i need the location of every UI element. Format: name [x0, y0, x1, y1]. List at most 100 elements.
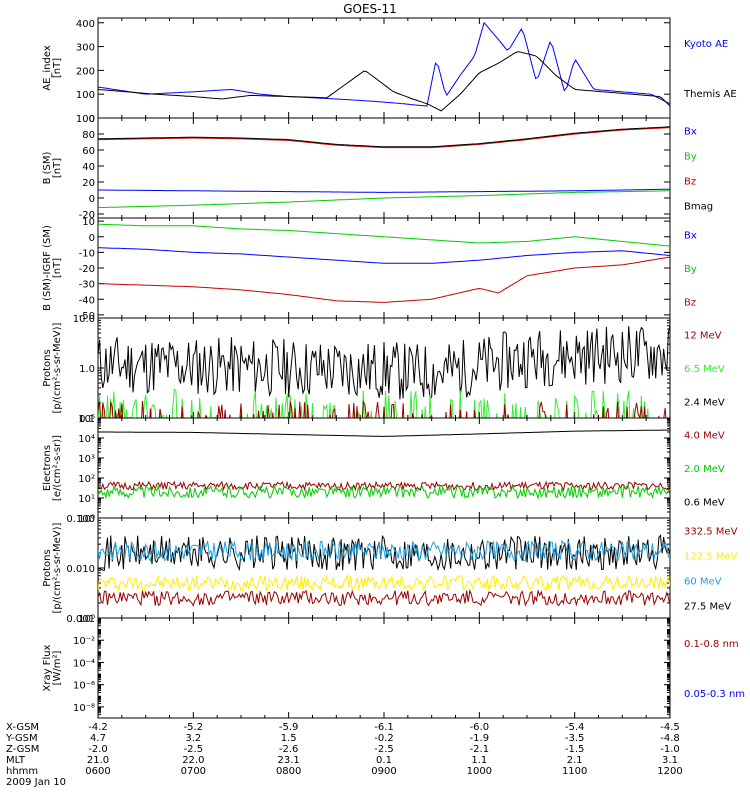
panel-protons_low: 0.1 1.0 10.0 Protons [p/(cm²-s-sr-MeV)] 12 Me… [42, 314, 725, 425]
y-tick-label: -30 [79, 280, 95, 291]
ephemeris-value: -5.9 [279, 722, 299, 733]
ephemeris-value: -3.5 [565, 733, 585, 744]
legend-label: 6.5 MeV [684, 364, 725, 375]
ephemeris-row-label: MLT [6, 755, 26, 766]
legend-label: 2.4 MeV [684, 397, 725, 408]
y-tick-label: 400 [76, 19, 95, 30]
panel-bsm: -20 0 20 40 60 80 100 B (SM) [nT] Bx By Bz Bmag [42, 114, 713, 221]
y-tick-label: 10⁻⁸ [73, 703, 95, 714]
y-tick-label: 10¹ [78, 494, 95, 505]
ephemeris-value: -2.1 [470, 744, 490, 755]
y-tick-label: 10⁰ [78, 514, 95, 525]
y-tick-label: 0.100 [66, 514, 95, 525]
y-tick-label: 0.1 [79, 414, 95, 425]
y-axis-label: [p/(cm²-s-sr-MeV)] [52, 322, 63, 413]
y-tick-label: 10⁻⁴ [73, 658, 95, 669]
series-by [98, 223, 670, 247]
y-tick-label: 100 [76, 114, 95, 125]
y-tick-label: 300 [76, 43, 95, 54]
legend-label: 27.5 MeV [684, 602, 731, 613]
y-tick-label: 1.0 [79, 364, 95, 375]
legend-label: 2.0 MeV [684, 464, 725, 475]
figure-title: GOES-11 [343, 2, 397, 16]
y-tick-label: -20 [79, 210, 95, 221]
series-group [98, 126, 670, 209]
ephemeris-value: -1.0 [660, 744, 680, 755]
legend-label: 4.0 MeV [684, 431, 725, 442]
legend-label: 0.05-0.3 nm [684, 689, 745, 700]
series-bz [98, 256, 670, 303]
series-60-mev [98, 539, 670, 563]
ephemeris-value: 22.0 [182, 755, 204, 766]
ephemeris-value: 1200 [657, 766, 682, 777]
ephemeris-value: 21.0 [87, 755, 109, 766]
ephemeris-value: -2.6 [279, 744, 299, 755]
panel-frame [97, 617, 671, 719]
panel-xray: 10⁻⁸ 10⁻⁶ 10⁻⁴ 10⁻² 10⁰ Xray Flux [W/m²] 0.1-0.… [42, 614, 745, 719]
ephemeris-value: -0.2 [374, 733, 394, 744]
legend-label: Kyoto AE [684, 39, 728, 50]
series-0-6-mev [98, 429, 670, 437]
y-axis-label: Protons [42, 349, 53, 386]
y-axis-label: B (SM)-IGRF (SM) [42, 225, 53, 311]
ephemeris-value: 23.1 [278, 755, 300, 766]
series-332-5-mev [98, 588, 670, 607]
y-axis-label: AE_index [42, 45, 53, 91]
y-tick-label: 10 [82, 217, 95, 228]
y-tick-label: 10⁻⁶ [73, 681, 95, 692]
y-axis-label: [e/(cm²-s-sr)] [52, 435, 63, 501]
legend-label: Bz [684, 177, 696, 188]
legend-label: Themis AE [683, 89, 737, 100]
ephemeris-row-label: hhmm [6, 766, 38, 777]
y-tick-label: 10² [78, 474, 95, 485]
ephemeris-value: -5.2 [184, 722, 204, 733]
series-bmag [98, 126, 670, 148]
y-tick-label: 100 [76, 90, 95, 101]
series-group [98, 534, 670, 607]
ephemeris-value: 3.2 [185, 733, 201, 744]
series-2-4-mev [98, 325, 670, 400]
ephemeris-value: 3.1 [662, 755, 678, 766]
y-axis-label: Protons [42, 549, 53, 586]
y-axis-label: Electrons [42, 445, 53, 491]
y-axis-label: [nT] [52, 158, 63, 178]
ephemeris-value: 2.1 [567, 755, 583, 766]
series-themis-ae [98, 51, 670, 112]
panel-protons_high: 0.001 0.010 0.100 Protons [p/(cm²-s-sr-MeV)]… [42, 514, 738, 625]
legend-label: 0.1-0.8 nm [684, 639, 739, 650]
series-bx [98, 188, 670, 193]
y-tick-label: -20 [79, 264, 95, 275]
series-group [98, 223, 670, 303]
ephemeris-value: -4.5 [660, 722, 680, 733]
ephemeris-value: 0.1 [376, 755, 392, 766]
ephemeris-value: 0600 [85, 766, 110, 777]
panel-frame [97, 17, 671, 119]
y-axis-label: [nT] [52, 58, 63, 78]
legend-label: Bx [684, 231, 697, 242]
legend-label: 122.5 MeV [684, 552, 738, 563]
ephemeris-value: -2.5 [184, 744, 204, 755]
ephemeris-value: 4.7 [90, 733, 106, 744]
y-tick-label: 10³ [78, 454, 95, 465]
y-tick-label: 80 [82, 130, 95, 141]
legend-label: By [684, 264, 697, 275]
y-axis-label: B (SM) [42, 151, 53, 184]
ephemeris-value: -5.4 [565, 722, 585, 733]
panel-frame [97, 217, 671, 319]
series-27-5-mev [98, 534, 670, 572]
legend-label: 0.6 MeV [684, 497, 725, 508]
ephemeris-value: 1100 [562, 766, 587, 777]
ephemeris-value: -6.0 [470, 722, 490, 733]
y-tick-label: 0.001 [66, 614, 95, 625]
y-tick-label: 0 [89, 114, 95, 125]
legend-label: 12 MeV [684, 331, 722, 342]
panel-frame [97, 417, 671, 519]
y-tick-label: 10⁵ [78, 414, 95, 425]
series-6-5-mev [98, 388, 649, 418]
y-tick-label: -10 [79, 248, 95, 259]
y-tick-label: -50 [79, 311, 95, 322]
series-2-0-mev [98, 484, 670, 500]
legend-label: Bmag [684, 202, 713, 213]
